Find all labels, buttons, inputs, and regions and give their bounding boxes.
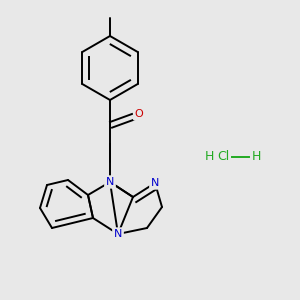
Text: H: H bbox=[251, 151, 261, 164]
Text: O: O bbox=[135, 109, 143, 119]
Text: Cl: Cl bbox=[217, 151, 229, 164]
Text: N: N bbox=[151, 178, 159, 188]
Text: N: N bbox=[114, 229, 122, 239]
Text: N: N bbox=[106, 177, 114, 187]
Text: H: H bbox=[204, 151, 214, 164]
